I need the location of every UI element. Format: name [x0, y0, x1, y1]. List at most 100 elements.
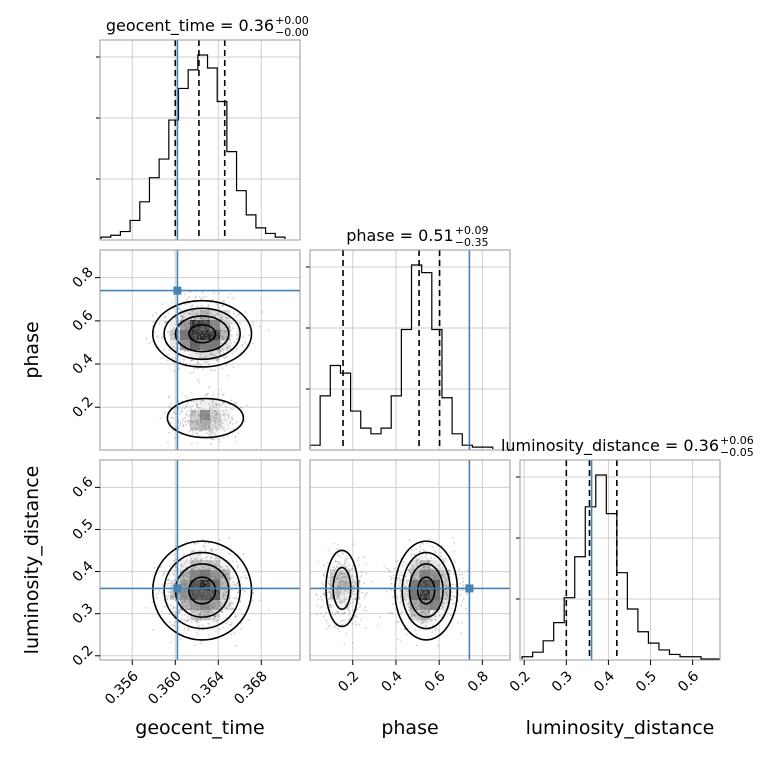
sample-point: [433, 604, 436, 607]
sample-point: [215, 595, 218, 598]
sample-point: [211, 331, 214, 334]
sample-point: [199, 325, 201, 328]
density-cell: [430, 580, 441, 591]
sample-point: [182, 573, 185, 576]
sample-point: [413, 589, 415, 592]
sample-point: [337, 577, 339, 580]
sample-point: [204, 346, 207, 348]
sample-point: [422, 574, 424, 576]
sample-point: [444, 602, 446, 605]
density-cell: [220, 570, 231, 581]
sample-point: [204, 343, 207, 346]
sample-point: [415, 574, 417, 577]
sample-point: [208, 426, 211, 429]
sample-point: [208, 409, 211, 412]
density-cell: [210, 400, 221, 411]
y-tick-label-phase: 0.2: [70, 394, 97, 421]
sample-point: [200, 556, 203, 559]
sample-point: [439, 597, 442, 600]
density-cell: [210, 410, 221, 421]
sample-point: [183, 292, 186, 295]
sample-point: [426, 595, 429, 598]
sample-point: [198, 592, 200, 595]
sample-point: [184, 395, 187, 398]
density-cell: [180, 600, 191, 611]
sample-point: [194, 617, 197, 620]
sample-point: [201, 310, 203, 313]
sample-point: [454, 561, 456, 564]
sample-point: [222, 301, 225, 304]
sample-point: [195, 336, 197, 339]
sample-point: [444, 591, 447, 594]
sample-point: [201, 601, 203, 603]
sample-point: [443, 560, 446, 563]
sample-point: [168, 333, 171, 336]
sample-point: [204, 592, 207, 594]
density-cell: [400, 590, 411, 601]
sample-point: [188, 571, 191, 574]
sample-point: [216, 582, 219, 585]
sample-point: [212, 608, 215, 610]
sample-point: [194, 426, 197, 429]
sample-point: [322, 593, 325, 596]
sample-point: [205, 338, 208, 341]
sample-point: [209, 419, 212, 421]
sample-point: [200, 606, 203, 609]
sample-point: [441, 607, 444, 610]
density-cell: [320, 590, 331, 601]
sample-point: [217, 578, 219, 581]
sample-point: [208, 348, 211, 351]
sample-point: [220, 342, 222, 345]
sample-point: [328, 579, 331, 582]
sample-point: [331, 597, 334, 599]
sample-point: [191, 421, 194, 424]
x-tick-label-phase: 0.4: [379, 668, 406, 695]
sample-point: [203, 598, 206, 601]
sample-point: [221, 336, 223, 338]
sample-point: [388, 569, 391, 572]
sample-point: [246, 343, 249, 346]
sample-point: [185, 560, 188, 563]
sample-point: [195, 611, 197, 614]
sample-point: [209, 573, 212, 575]
sample-point: [430, 603, 433, 606]
sample-point: [194, 421, 197, 424]
sample-point: [396, 578, 399, 581]
sample-point: [184, 600, 186, 603]
sample-point: [196, 305, 199, 308]
sample-point: [194, 558, 197, 561]
sample-point: [183, 600, 186, 602]
sample-point: [204, 593, 207, 596]
sample-point: [205, 610, 207, 613]
sample-point: [155, 311, 158, 314]
sample-point: [192, 610, 195, 613]
sample-point: [218, 331, 221, 334]
sample-point: [431, 601, 434, 604]
sample-point: [413, 578, 416, 581]
sample-point: [182, 578, 185, 581]
sample-point: [406, 603, 409, 606]
sample-point: [211, 329, 214, 332]
sample-point: [420, 568, 422, 570]
sample-point: [191, 616, 193, 619]
sample-point: [168, 591, 171, 594]
density-cell: [200, 340, 211, 351]
sample-point: [190, 602, 193, 604]
sample-point: [344, 585, 347, 588]
sample-point: [186, 335, 189, 338]
sample-point: [220, 335, 222, 338]
sample-point: [178, 413, 181, 416]
sample-point: [218, 589, 221, 592]
sample-point: [200, 599, 203, 602]
sample-point: [201, 399, 204, 402]
sample-point: [428, 571, 430, 574]
sample-point: [184, 334, 187, 337]
sample-point: [453, 596, 455, 599]
sample-point: [212, 572, 214, 575]
sample-point: [215, 590, 218, 593]
sample-point: [199, 330, 202, 333]
sample-point: [191, 331, 193, 334]
sample-point: [199, 422, 202, 425]
sample-point: [211, 324, 214, 327]
